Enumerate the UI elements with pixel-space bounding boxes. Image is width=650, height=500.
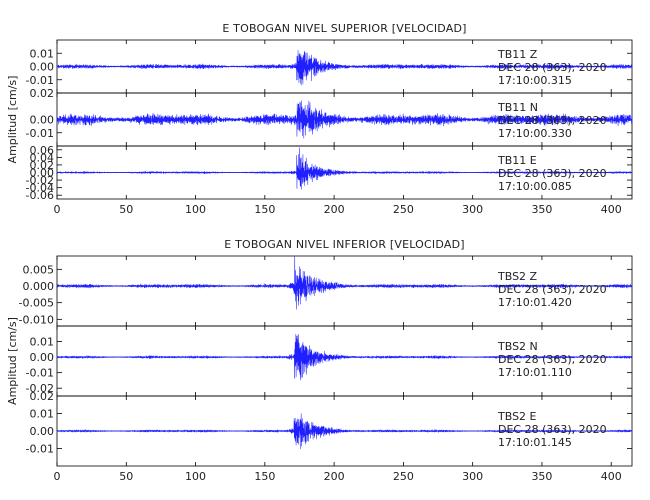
x-tick-label: 100 [185, 203, 206, 216]
y-tick-label: 0.06 [30, 144, 55, 157]
y-tick-label: 0.02 [30, 87, 55, 100]
x-tick-label: 50 [119, 470, 133, 483]
chart-title: E TOBOGAN NIVEL INFERIOR [VELOCIDAD] [224, 238, 464, 251]
y-tick-label: 0.04 [30, 151, 55, 164]
y-tick-label: -0.02 [26, 174, 54, 187]
y-tick-label: 0.01 [30, 47, 55, 60]
figure-block-1: E TOBOGAN NIVEL SUPERIOR [VELOCIDAD] 0.01… [6, 22, 633, 216]
y-tick-label: -0.01 [26, 74, 54, 87]
x-tick-label: 100 [185, 470, 206, 483]
time-label: 17:10:00.330 [498, 127, 572, 140]
x-tick-label: 200 [324, 203, 345, 216]
x-tick-label: 250 [393, 470, 414, 483]
waveform-trace [56, 256, 633, 310]
y-tick-label: -0.01 [26, 127, 54, 140]
waveform-trace [56, 413, 633, 450]
y-tick-label: 0.00 [30, 167, 55, 180]
date-label: DEC 28 (363), 2020 [498, 423, 607, 436]
waveform-trace [56, 333, 633, 381]
y-tick-label: 0.005 [23, 263, 55, 276]
x-tick-label: 250 [393, 203, 414, 216]
station-component-label: TB11 Z [497, 48, 538, 61]
station-component-label: TB11 N [497, 101, 538, 114]
waveform-trace [56, 100, 633, 139]
station-component-label: TBS2 Z [497, 270, 538, 283]
time-label: 17:10:00.315 [498, 74, 572, 87]
station-component-label: TB11 E [497, 154, 537, 167]
x-tick-label: 350 [531, 470, 552, 483]
waveform-trace [56, 50, 633, 86]
y-axis-label: Amplitud [cm/s] [6, 76, 19, 164]
x-tick-label: 350 [531, 203, 552, 216]
y-tick-label: 0.02 [30, 159, 55, 172]
date-label: DEC 28 (363), 2020 [498, 353, 607, 366]
y-tick-label: 0.00 [30, 425, 55, 438]
y-axis-label: Amplitud [cm/s] [6, 317, 19, 405]
y-tick-label: 0.00 [30, 351, 55, 364]
y-tick-label: 0.01 [30, 336, 55, 349]
x-tick-label: 0 [54, 203, 61, 216]
y-tick-label: -0.06 [26, 189, 54, 202]
date-label: DEC 28 (363), 2020 [498, 61, 607, 74]
time-label: 17:10:00.085 [498, 180, 572, 193]
y-tick-label: 0.00 [30, 114, 55, 127]
time-label: 17:10:01.420 [498, 296, 572, 309]
y-tick-label: -0.01 [26, 367, 54, 380]
waveform-trace [56, 147, 633, 190]
trace-panel-TB11-E: 0.060.040.020.00-0.02-0.04-0.06 TB11 EDEC… [26, 144, 633, 202]
date-label: DEC 28 (363), 2020 [498, 114, 607, 127]
x-tick-label: 50 [119, 203, 133, 216]
date-label: DEC 28 (363), 2020 [498, 283, 607, 296]
y-tick-label: 0.02 [30, 390, 55, 403]
time-label: 17:10:01.110 [498, 366, 572, 379]
date-label: DEC 28 (363), 2020 [498, 167, 607, 180]
x-tick-label: 200 [324, 470, 345, 483]
x-tick-label: 400 [601, 470, 622, 483]
x-tick-label: 400 [601, 203, 622, 216]
station-component-label: TBS2 E [497, 410, 537, 423]
x-tick-label: 150 [254, 203, 275, 216]
x-tick-label: 300 [462, 203, 483, 216]
chart-title: E TOBOGAN NIVEL SUPERIOR [VELOCIDAD] [222, 22, 466, 35]
station-component-label: TBS2 N [497, 340, 538, 353]
y-tick-label: -0.010 [19, 313, 54, 326]
y-tick-label: -0.01 [26, 443, 54, 456]
y-tick-label: -0.02 [26, 382, 54, 395]
y-tick-label: -0.04 [26, 182, 54, 195]
x-tick-label: 0 [54, 470, 61, 483]
figure-block-2: E TOBOGAN NIVEL INFERIOR [VELOCIDAD] 0.00… [6, 238, 633, 483]
y-tick-label: 0.00 [30, 61, 55, 74]
time-label: 17:10:01.145 [498, 436, 572, 449]
y-tick-label: 0.000 [23, 280, 55, 293]
x-tick-label: 300 [462, 470, 483, 483]
x-tick-label: 150 [254, 470, 275, 483]
y-tick-label: -0.005 [19, 297, 54, 310]
y-tick-label: 0.01 [30, 408, 55, 421]
